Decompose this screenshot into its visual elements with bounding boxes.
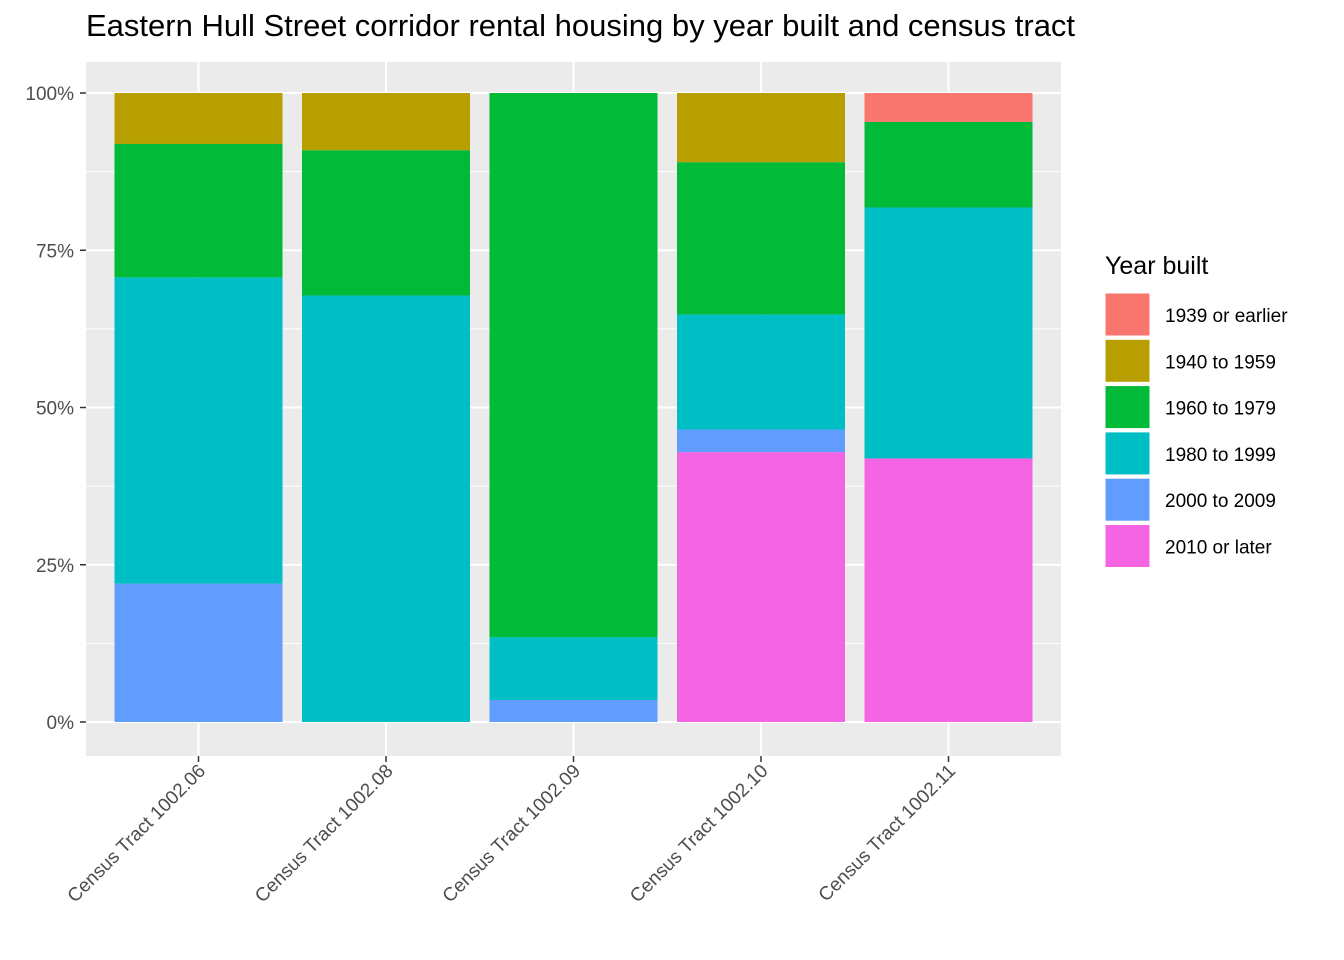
y-tick-label: 0%: [47, 713, 75, 734]
y-tick-label: 100%: [25, 84, 74, 105]
bar-segment: [864, 93, 1033, 122]
x-tick-label: Census Tract 1002.10: [626, 761, 772, 907]
bar-segment: [864, 207, 1033, 459]
bar-layer: [114, 93, 1033, 722]
bar-segment: [677, 162, 845, 315]
x-tick-label: Census Tract 1002.09: [439, 761, 585, 907]
bar-segment: [864, 458, 1033, 722]
bar-segment: [677, 93, 845, 163]
legend-title: Year built: [1105, 252, 1208, 280]
bar-segment: [489, 93, 658, 638]
bar-segment: [114, 277, 283, 584]
legend-label: 2010 or later: [1165, 538, 1272, 559]
bar-segment: [489, 637, 658, 700]
bar-segment: [114, 583, 283, 722]
legend-swatch: [1104, 385, 1151, 430]
y-tick-label: 75%: [36, 241, 74, 262]
bar-segment: [302, 93, 470, 151]
bar-segment: [864, 121, 1033, 208]
x-tick-label: Census Tract 1002.08: [251, 761, 397, 907]
bar-segment: [114, 143, 283, 278]
bar-segment: [489, 699, 658, 722]
y-tick-label: 50%: [36, 399, 74, 420]
bar-segment: [114, 93, 283, 144]
legend-label: 2000 to 2009: [1165, 491, 1276, 512]
legend-swatch: [1104, 477, 1151, 522]
legend-swatch: [1104, 338, 1151, 383]
bar-segment: [302, 150, 470, 296]
legend-label: 1940 to 1959: [1165, 352, 1276, 373]
legend-swatch: [1104, 292, 1151, 337]
bar-segment: [677, 452, 845, 722]
legend-label: 1939 or earlier: [1165, 306, 1288, 327]
bar-segment: [302, 295, 470, 722]
legend-label: 1960 to 1979: [1165, 399, 1276, 420]
x-tick-label: Census Tract 1002.06: [64, 761, 210, 907]
y-tick-label: 25%: [36, 556, 74, 577]
legend-label: 1980 to 1999: [1165, 445, 1276, 466]
bar-segment: [677, 429, 845, 453]
chart-title: Eastern Hull Street corridor rental hous…: [86, 8, 1076, 43]
bar-segment: [677, 314, 845, 430]
legend-swatch: [1104, 431, 1151, 476]
legend-swatch: [1104, 524, 1151, 568]
x-tick-label: Census Tract 1002.11: [815, 761, 960, 906]
legend-layer: Year built 1939 or earlier 1940 to 1959 196…: [1104, 252, 1288, 568]
